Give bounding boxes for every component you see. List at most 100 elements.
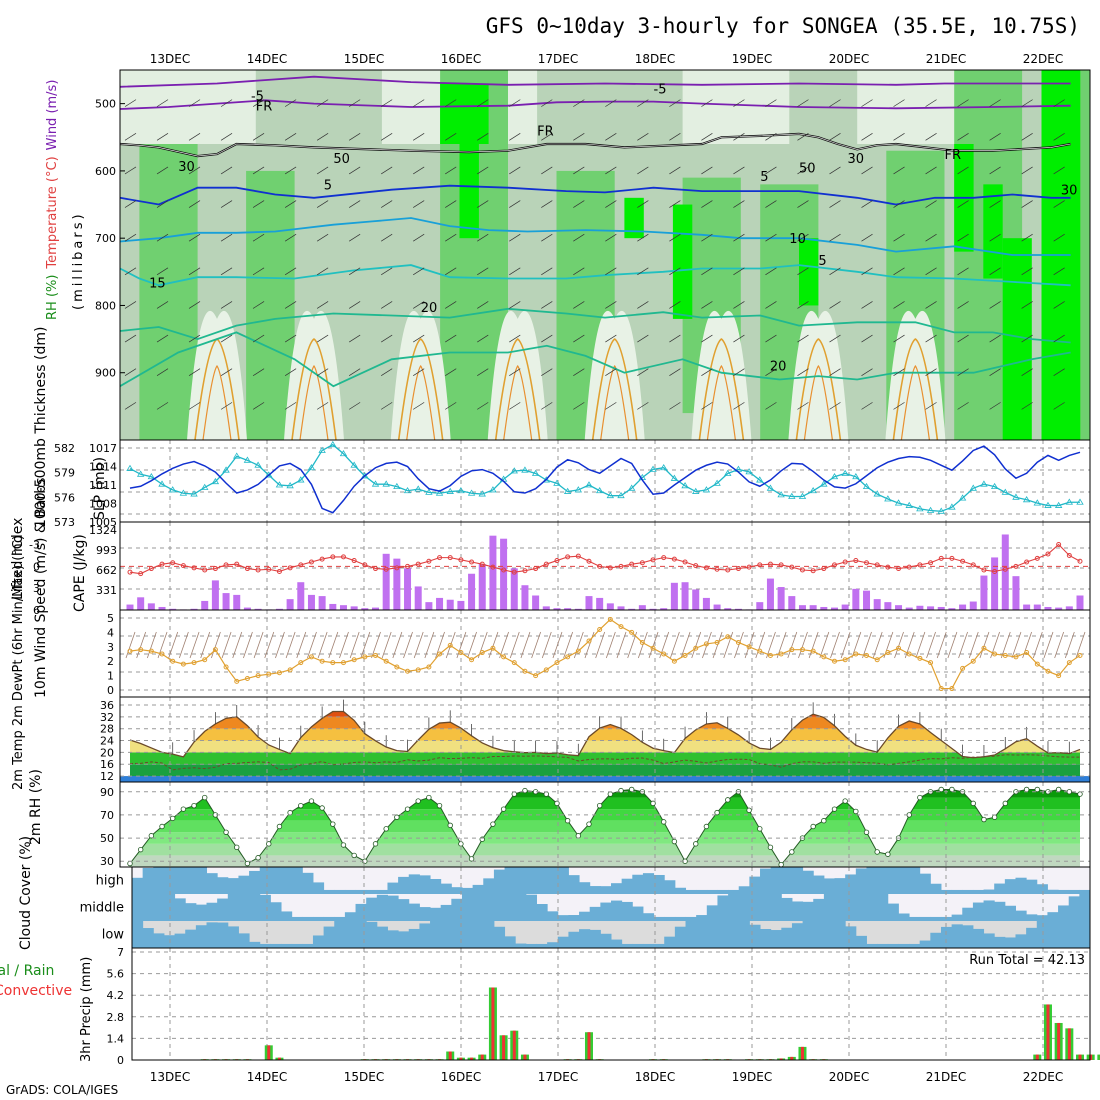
- wind-barb: [552, 631, 563, 659]
- cloud-cell: [685, 921, 697, 948]
- cloud-cell: [355, 903, 367, 921]
- temp-contour-line: [119, 217, 1071, 256]
- wind-barb: [904, 631, 915, 659]
- wind-barb: [989, 402, 1001, 410]
- wind-barb: [765, 368, 777, 377]
- wind-speed-point: [127, 648, 133, 654]
- cloud-cell: [813, 898, 825, 921]
- rh-point: [938, 786, 944, 793]
- thickness-point: [446, 487, 454, 494]
- cape-bar: [329, 603, 337, 610]
- wind-barb: [573, 301, 585, 309]
- cape-bar: [532, 595, 540, 610]
- wind-barb: [188, 301, 201, 309]
- lifted-index-point: [1045, 551, 1051, 557]
- temp-band: [130, 740, 1080, 753]
- wind-speed-point: [864, 652, 870, 658]
- precip-tick: 7: [117, 946, 124, 959]
- wind-barb: [1021, 267, 1033, 276]
- lifted-index-tick: 0: [33, 560, 40, 573]
- wind-barb: [1053, 132, 1065, 141]
- cloud-cell: [760, 894, 772, 921]
- wind-barb: [925, 200, 937, 208]
- lifted-index-point: [127, 569, 133, 575]
- precip-tick: 1.4: [107, 1032, 125, 1045]
- rh-point: [372, 841, 379, 847]
- wind-barb: [659, 631, 670, 659]
- rh-band: [130, 855, 1080, 867]
- rh-point: [810, 823, 816, 830]
- rh-point: [1002, 800, 1008, 807]
- thickness-point: [649, 465, 657, 472]
- wind-barb: [156, 402, 169, 410]
- wind-speed-point: [287, 667, 293, 673]
- thickness-point: [958, 494, 967, 501]
- wind-barb: [1021, 233, 1033, 242]
- thickness-label: 1000-500mb Thickness (dm): [33, 327, 49, 528]
- cape-bar: [777, 587, 785, 610]
- wind-speed-point: [212, 647, 218, 653]
- thickness-point: [606, 491, 615, 499]
- cloud-cell: [504, 936, 516, 948]
- lifted-index-point: [970, 562, 976, 568]
- precip-conv-label: Convective: [0, 983, 72, 999]
- rh-dry-plume: [885, 310, 946, 440]
- thickness-point: [820, 480, 828, 487]
- wind-barb: [168, 631, 179, 659]
- cloud-cell: [398, 876, 410, 894]
- rh-moist-region: [246, 170, 295, 440]
- wind-barb: [520, 631, 531, 659]
- wind-barb: [316, 132, 329, 141]
- wind-barb: [616, 631, 627, 659]
- temp-contour-25: [795, 338, 842, 441]
- precip-convective-bar: [523, 1054, 527, 1060]
- date-label-top: 22DEC: [1023, 52, 1063, 66]
- cloud-cell: [174, 933, 186, 948]
- wind-speed-point: [885, 650, 891, 656]
- cloud-cell: [1036, 884, 1048, 894]
- cloud-cell: [579, 882, 591, 894]
- cloud-cell: [621, 878, 633, 894]
- cloud-cell: [174, 898, 186, 921]
- wind-barb: [829, 301, 841, 309]
- wind-speed-point: [437, 651, 443, 657]
- temp-contour-30: [600, 364, 630, 441]
- cloud-cell: [408, 928, 420, 948]
- wind-barb: [701, 301, 713, 309]
- wind-speed-point: [992, 651, 998, 657]
- cape-bar: [638, 605, 646, 610]
- lifted-index-point: [885, 564, 891, 570]
- rh-point: [917, 794, 923, 801]
- cape-bar: [1044, 606, 1052, 610]
- lifted-index-point: [896, 566, 902, 572]
- thickness-point: [243, 456, 252, 463]
- cloud-cell: [653, 916, 665, 921]
- wind-speed-point: [1056, 673, 1062, 679]
- thickness-point: [350, 461, 358, 468]
- wind-barb: [1053, 166, 1065, 175]
- cloud-cell: [930, 932, 942, 948]
- wind-barb: [957, 166, 969, 175]
- cloud-cell: [568, 875, 580, 894]
- thickness-point: [1033, 499, 1042, 506]
- wind-barb: [925, 132, 937, 141]
- thickness-point: [563, 487, 572, 494]
- cloud-cell: [919, 873, 931, 894]
- wind-barb: [637, 402, 649, 410]
- cloud-cell: [813, 921, 825, 948]
- wind-barb: [124, 402, 137, 410]
- lifted-index-point: [266, 566, 272, 572]
- wind-speed-point: [799, 647, 805, 653]
- cloud-cell: [323, 926, 335, 948]
- thickness-point: [830, 473, 839, 480]
- contour-label: 5: [818, 254, 826, 269]
- cloud-cell: [430, 921, 442, 948]
- wind-barb: [701, 200, 713, 208]
- wind-barb: [348, 233, 361, 242]
- precip-convective-bar: [480, 1054, 484, 1060]
- thickness-point: [553, 479, 561, 486]
- cloud-cell: [291, 867, 303, 894]
- wind-barb: [509, 368, 521, 377]
- rh-point: [693, 841, 699, 847]
- wind-barb: [957, 99, 969, 107]
